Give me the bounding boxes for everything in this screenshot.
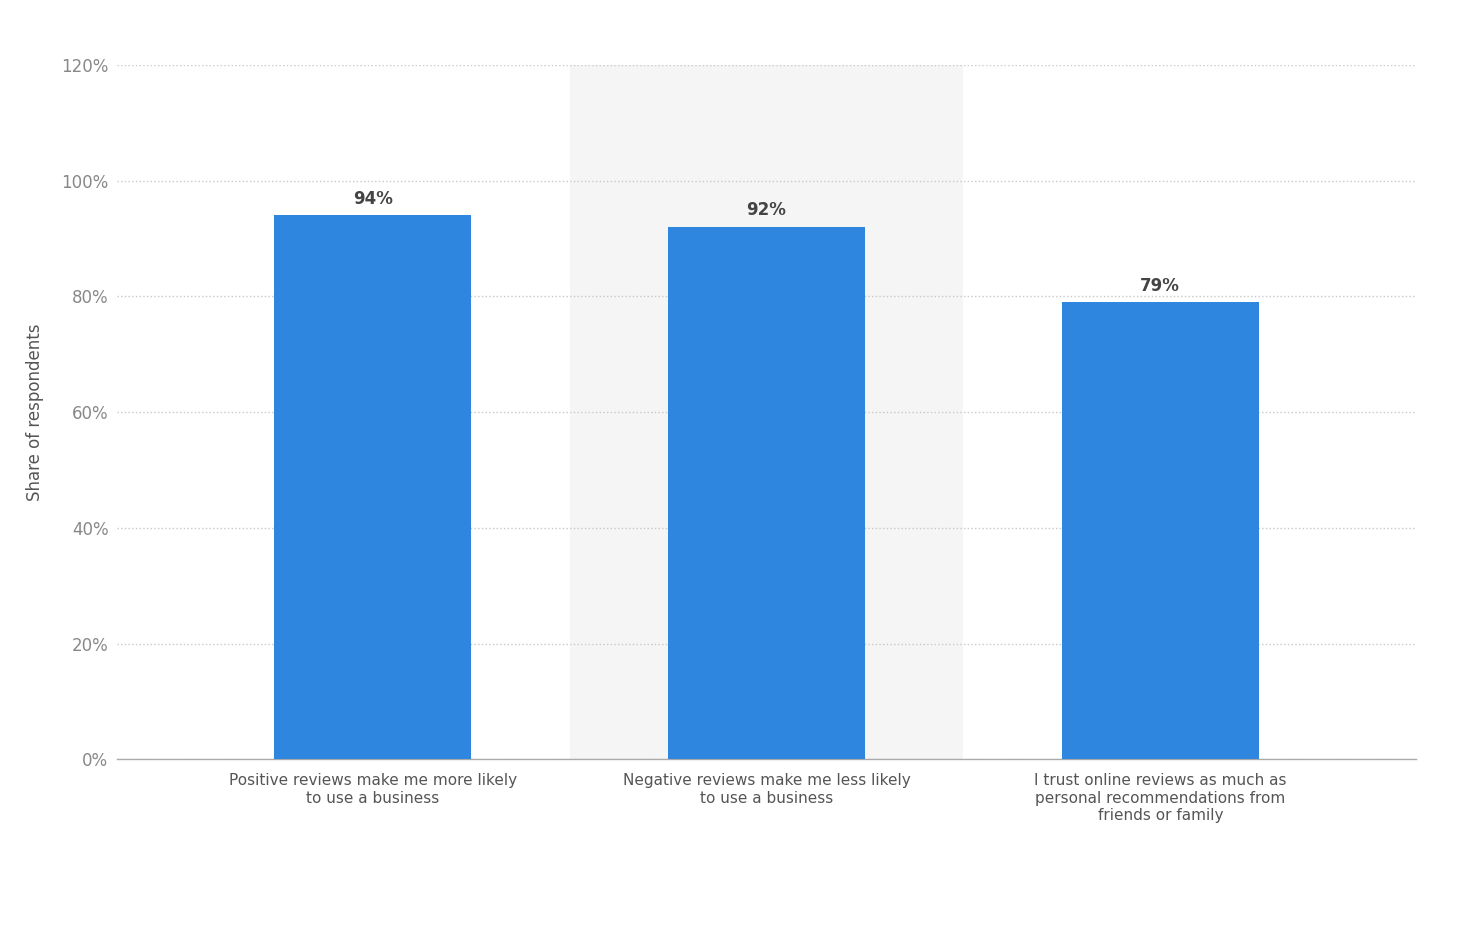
Text: 92%: 92% — [746, 201, 787, 219]
Bar — [569, 65, 964, 759]
Y-axis label: Share of respondents: Share of respondents — [26, 323, 44, 501]
Bar — [1061, 302, 1259, 759]
Bar — [274, 215, 472, 759]
Bar — [669, 227, 864, 759]
Text: 94%: 94% — [353, 190, 393, 207]
Text: 79%: 79% — [1140, 277, 1180, 294]
